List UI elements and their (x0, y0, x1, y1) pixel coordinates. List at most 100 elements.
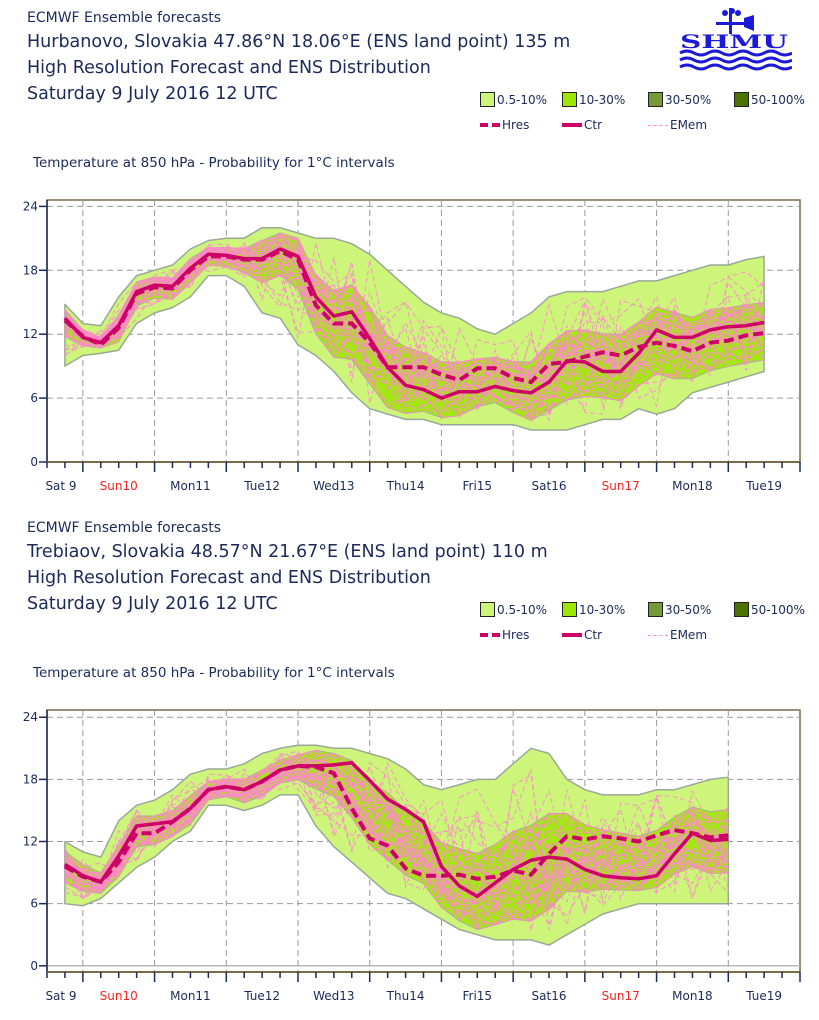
ctr-line (63, 761, 729, 899)
emem-line (64, 761, 729, 931)
legend-line-hres: Hres (480, 118, 529, 132)
y-tick-label: 12 (23, 327, 38, 341)
emem-line (64, 768, 729, 922)
chart-title: Temperature at 850 hPa - Probability for… (33, 665, 395, 681)
x-tick-label: Mon18 (672, 479, 713, 493)
legend-swatch (562, 123, 582, 127)
legend-swatch (480, 123, 500, 127)
legend-label: EMem (670, 118, 708, 132)
legend-swatch (734, 92, 749, 107)
y-tick-label: 18 (23, 263, 38, 277)
x-tick-label: Sat 9 (45, 479, 76, 493)
vane-pole (729, 8, 732, 34)
x-tick-label: Sat 9 (45, 989, 76, 1003)
emem-line (64, 761, 729, 913)
ctr-line (63, 247, 765, 400)
legend-label: Ctr (584, 628, 603, 642)
x-tick-label: Mon11 (170, 479, 211, 493)
x-tick-label: Sun10 (100, 479, 138, 493)
temperature-chart-hurbanovo: 0 6 12 18 24 Sat 9 Sun10 Mon11 Tue12 Wed13 Thu14 Fr… (23, 199, 801, 493)
legend-label: 10-30% (579, 602, 626, 617)
x-tick-label: Mon18 (672, 989, 713, 1003)
x-tick-label: Sat16 (532, 989, 567, 1003)
x-tick-label: Wed13 (313, 989, 354, 1003)
y-tick-label: 6 (30, 391, 38, 405)
emem-line (64, 763, 729, 896)
legend-band-1: 10-30% (562, 602, 625, 617)
legend-label: EMem (670, 628, 708, 642)
emem-line (64, 765, 729, 904)
product-title: High Resolution Forecast and ENS Distrib… (27, 568, 431, 588)
x-tick-label: Sun10 (100, 989, 138, 1003)
emem-line (64, 237, 765, 392)
y-tick-label: 18 (23, 772, 38, 786)
legend-swatch (562, 92, 577, 107)
legend-label: Hres (502, 628, 530, 642)
legend-line-emem: EMem (648, 628, 707, 642)
emem-line (64, 764, 729, 905)
x-tick-label: Thu14 (386, 479, 425, 493)
legend-label: Hres (502, 118, 530, 132)
emem-line (64, 264, 765, 419)
emem-line (64, 773, 729, 897)
emem-line (64, 237, 765, 368)
legend-line-ctr: Ctr (562, 118, 602, 132)
legend-band-0: 0.5-10% (480, 602, 547, 617)
emem-line (64, 753, 729, 903)
y-tick-label: 0 (30, 959, 38, 973)
legend-label: 0.5-10% (497, 602, 548, 617)
temperature-chart-trebiaov: 0 6 12 18 24 Sat 9 Sun10 Mon11 Tue12 Wed13 Thu14 Fr… (23, 709, 801, 1003)
legend-swatch (648, 92, 663, 107)
chart-title: Temperature at 850 hPa - Probability for… (33, 155, 395, 171)
forecast-panel-trebiaov: ECMWF Ensemble forecasts Trebiaov, Slova… (0, 510, 819, 1020)
x-tick-label: Wed13 (313, 479, 354, 493)
emem-line (64, 247, 765, 389)
emem-line (64, 259, 765, 422)
x-tick-label: Sat16 (532, 479, 567, 493)
emem-line (64, 257, 765, 408)
legend-band-3: 50-100% (734, 92, 805, 107)
x-tick-label: Mon11 (170, 989, 211, 1003)
emem-line (64, 749, 729, 874)
legend-swatch (648, 124, 668, 126)
legend-label: 30-50% (665, 602, 712, 617)
legend-label: 50-100% (751, 602, 805, 617)
y-tick-label: 0 (30, 455, 38, 469)
shmu-logo: SHMU (679, 8, 792, 71)
ensemble-members (64, 232, 765, 422)
legend-band-1: 10-30% (562, 92, 625, 107)
logo-text: SHMU (680, 31, 789, 53)
legend-line-ctr: Ctr (562, 628, 602, 642)
x-tick-label: Tue12 (243, 989, 280, 1003)
legend-line-hres: Hres (480, 628, 529, 642)
x-tick-label: Sun17 (602, 989, 640, 1003)
legend-band-2: 30-50% (648, 92, 711, 107)
emem-line (64, 752, 729, 931)
emem-line (64, 753, 729, 927)
emem-line (64, 253, 765, 418)
location-title: Hurbanovo, Slovakia 47.86°N 18.06°E (ENS… (27, 32, 571, 52)
emem-line (64, 752, 729, 880)
base-time: Saturday 9 July 2016 12 UTC (27, 84, 278, 104)
legend-label: Ctr (584, 118, 603, 132)
emem-line (64, 776, 729, 905)
x-tick-label: Tue12 (243, 479, 280, 493)
x-tick-label: Sun17 (602, 479, 640, 493)
x-tick-label: Tue19 (745, 479, 782, 493)
y-tick-label: 24 (23, 710, 38, 724)
legend-band-0: 0.5-10% (480, 92, 547, 107)
emem-line (64, 750, 729, 878)
wave-2 (679, 56, 792, 64)
legend-swatch (734, 602, 749, 617)
emem-line (64, 232, 765, 394)
wave-3 (679, 63, 792, 71)
emem-line (64, 759, 729, 889)
legend-swatch (648, 602, 663, 617)
emem-line (64, 776, 729, 912)
legend-label: 10-30% (579, 92, 626, 107)
legend-swatch (562, 602, 577, 617)
forecast-panel-hurbanovo: ECMWF Ensemble forecasts Hurbanovo, Slov… (23, 10, 805, 493)
emem-line (64, 752, 729, 879)
legend-label: 30-50% (665, 92, 712, 107)
legend-swatch (480, 92, 495, 107)
